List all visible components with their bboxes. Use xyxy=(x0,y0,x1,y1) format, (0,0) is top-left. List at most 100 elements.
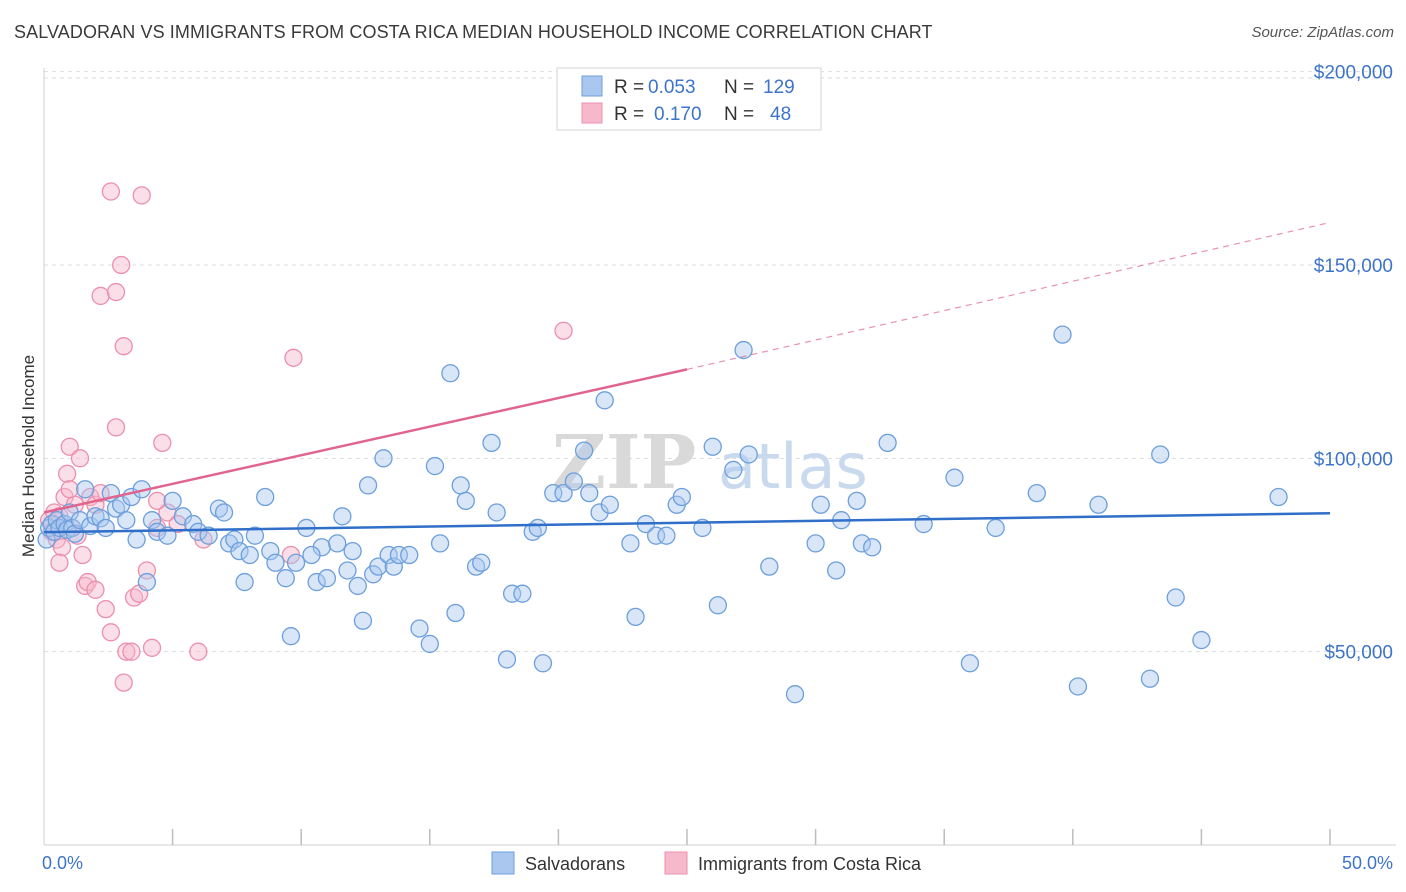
salvadoran-point-122 xyxy=(1166,588,1185,607)
salvadoran-point-55 xyxy=(353,611,373,630)
x-axis-ticks xyxy=(171,829,1331,845)
salvadoran-point-63 xyxy=(400,545,419,565)
salvadoran-point-28 xyxy=(163,491,182,511)
salvadoran-point-116 xyxy=(1027,483,1046,503)
salvadoran-point-67 xyxy=(430,534,450,553)
y-tick-label-3: $200,000 xyxy=(1314,63,1393,84)
costa-rica-point-45 xyxy=(60,480,79,499)
salvadoran-point-110 xyxy=(863,538,882,557)
salvadoran-point-125 xyxy=(302,545,321,565)
y-tick-labels: $50,000 $100,000 $150,000 $200,000 xyxy=(1314,63,1393,664)
salvadoran-point-85 xyxy=(574,441,594,460)
salvadoran-point-104 xyxy=(806,534,825,553)
salvadoran-point-32 xyxy=(199,526,218,545)
y-tick-label-0: $50,000 xyxy=(1324,643,1393,664)
salvadoran-point-118 xyxy=(1068,677,1088,696)
costa-rica-point-39 xyxy=(132,186,151,205)
salvadoran-point-96 xyxy=(672,487,692,507)
salvadoran-point-46 xyxy=(286,553,306,572)
series-salvadorans-points xyxy=(37,325,1288,704)
trend-line-costa-rica xyxy=(43,368,688,514)
salvadoran-point-24 xyxy=(137,572,157,592)
costa-rica-point-46 xyxy=(50,553,69,572)
salvadoran-point-40 xyxy=(245,526,265,545)
bottom-legend-label-costa-rica: Immigrants from Costa Rica xyxy=(698,854,922,874)
salvadoran-point-105 xyxy=(811,495,830,514)
salvadoran-point-91 xyxy=(626,607,645,627)
costa-rica-point-31 xyxy=(153,433,172,453)
salvadoran-point-16 xyxy=(96,518,115,538)
legend-r-value-2: 0.170 xyxy=(654,104,702,125)
salvadoran-point-113 xyxy=(945,468,964,487)
salvadoran-point-64 xyxy=(410,619,429,638)
salvadoran-point-44 xyxy=(276,569,295,588)
y-tick-label-1: $100,000 xyxy=(1314,449,1393,470)
salvadoran-point-42 xyxy=(261,541,280,561)
salvadoran-point-90 xyxy=(621,534,640,553)
salvadoran-point-41 xyxy=(256,487,275,507)
costa-rica-point-42 xyxy=(114,673,133,692)
salvadoran-point-101 xyxy=(739,445,758,464)
salvadoran-point-38 xyxy=(235,572,254,592)
salvadoran-point-61 xyxy=(384,557,403,576)
costa-rica-point-38 xyxy=(101,182,121,201)
salvadoran-point-54 xyxy=(348,576,367,596)
salvadoran-point-71 xyxy=(456,491,475,511)
trend-line-salvadorans xyxy=(43,511,1331,534)
costa-rica-point-24 xyxy=(117,642,136,661)
salvadoran-point-88 xyxy=(595,391,614,410)
costa-rica-point-19 xyxy=(96,599,115,619)
costa-rica-point-23 xyxy=(114,337,133,356)
legend-n-value-2: 48 xyxy=(770,104,791,125)
legend-r-label-2: R = xyxy=(614,104,644,125)
salvadoran-point-80 xyxy=(528,518,547,538)
salvadoran-point-126 xyxy=(708,596,728,615)
salvadoran-point-84 xyxy=(564,472,583,491)
salvadoran-point-115 xyxy=(986,518,1005,538)
salvadoran-point-37 xyxy=(230,541,249,561)
salvadoran-point-70 xyxy=(451,476,470,495)
salvadoran-point-34 xyxy=(214,503,234,522)
x-tick-label-min: 0.0% xyxy=(42,853,83,873)
x-tick-label-max: 50.0% xyxy=(1342,853,1393,873)
legend-n-label-1: N = xyxy=(724,77,754,98)
bottom-legend: Salvadorans Immigrants from Costa Rica xyxy=(491,851,922,875)
legend-n-label-2: N = xyxy=(724,104,754,125)
salvadoran-point-103 xyxy=(785,685,805,704)
salvadoran-point-119 xyxy=(1089,495,1108,514)
bottom-legend-swatch-costa-rica xyxy=(664,851,688,875)
salvadoran-point-45 xyxy=(281,627,301,646)
salvadoran-point-69 xyxy=(446,603,465,623)
salvadoran-point-124 xyxy=(1269,487,1288,507)
salvadoran-point-53 xyxy=(338,561,357,580)
bottom-legend-label-salvadorans: Salvadorans xyxy=(525,854,625,874)
salvadoran-point-56 xyxy=(358,476,378,495)
salvadoran-point-39 xyxy=(240,545,259,565)
salvadoran-point-93 xyxy=(646,526,666,545)
y-axis-label: Median Household Income xyxy=(19,355,38,557)
salvadoran-point-99 xyxy=(724,460,743,480)
salvadoran-point-43 xyxy=(266,553,285,572)
salvadoran-point-66 xyxy=(425,456,445,476)
salvadoran-point-120 xyxy=(1140,669,1160,688)
salvadoran-point-48 xyxy=(307,572,326,592)
salvadoran-point-123 xyxy=(1192,630,1211,650)
y-tick-label-2: $150,000 xyxy=(1314,256,1393,277)
salvadoran-point-65 xyxy=(420,634,439,654)
salvadoran-point-31 xyxy=(189,522,208,541)
costa-rica-point-34 xyxy=(189,642,208,661)
costa-rica-point-25 xyxy=(122,642,141,661)
costa-rica-point-5 xyxy=(52,538,72,557)
salvadoran-point-106 xyxy=(827,561,846,580)
trend-line-costa-rica-extension xyxy=(686,221,1331,370)
legend-swatch-costa-rica xyxy=(581,102,603,124)
legend-swatch-salvadorans xyxy=(581,75,603,97)
salvadoran-point-102 xyxy=(760,557,779,576)
costa-rica-point-43 xyxy=(86,580,105,599)
legend-r-value-1: 0.053 xyxy=(648,77,696,98)
costa-rica-point-47 xyxy=(148,491,167,511)
costa-rica-point-40 xyxy=(91,286,110,306)
costa-rica-point-20 xyxy=(101,623,121,642)
salvadoran-point-82 xyxy=(544,483,563,503)
